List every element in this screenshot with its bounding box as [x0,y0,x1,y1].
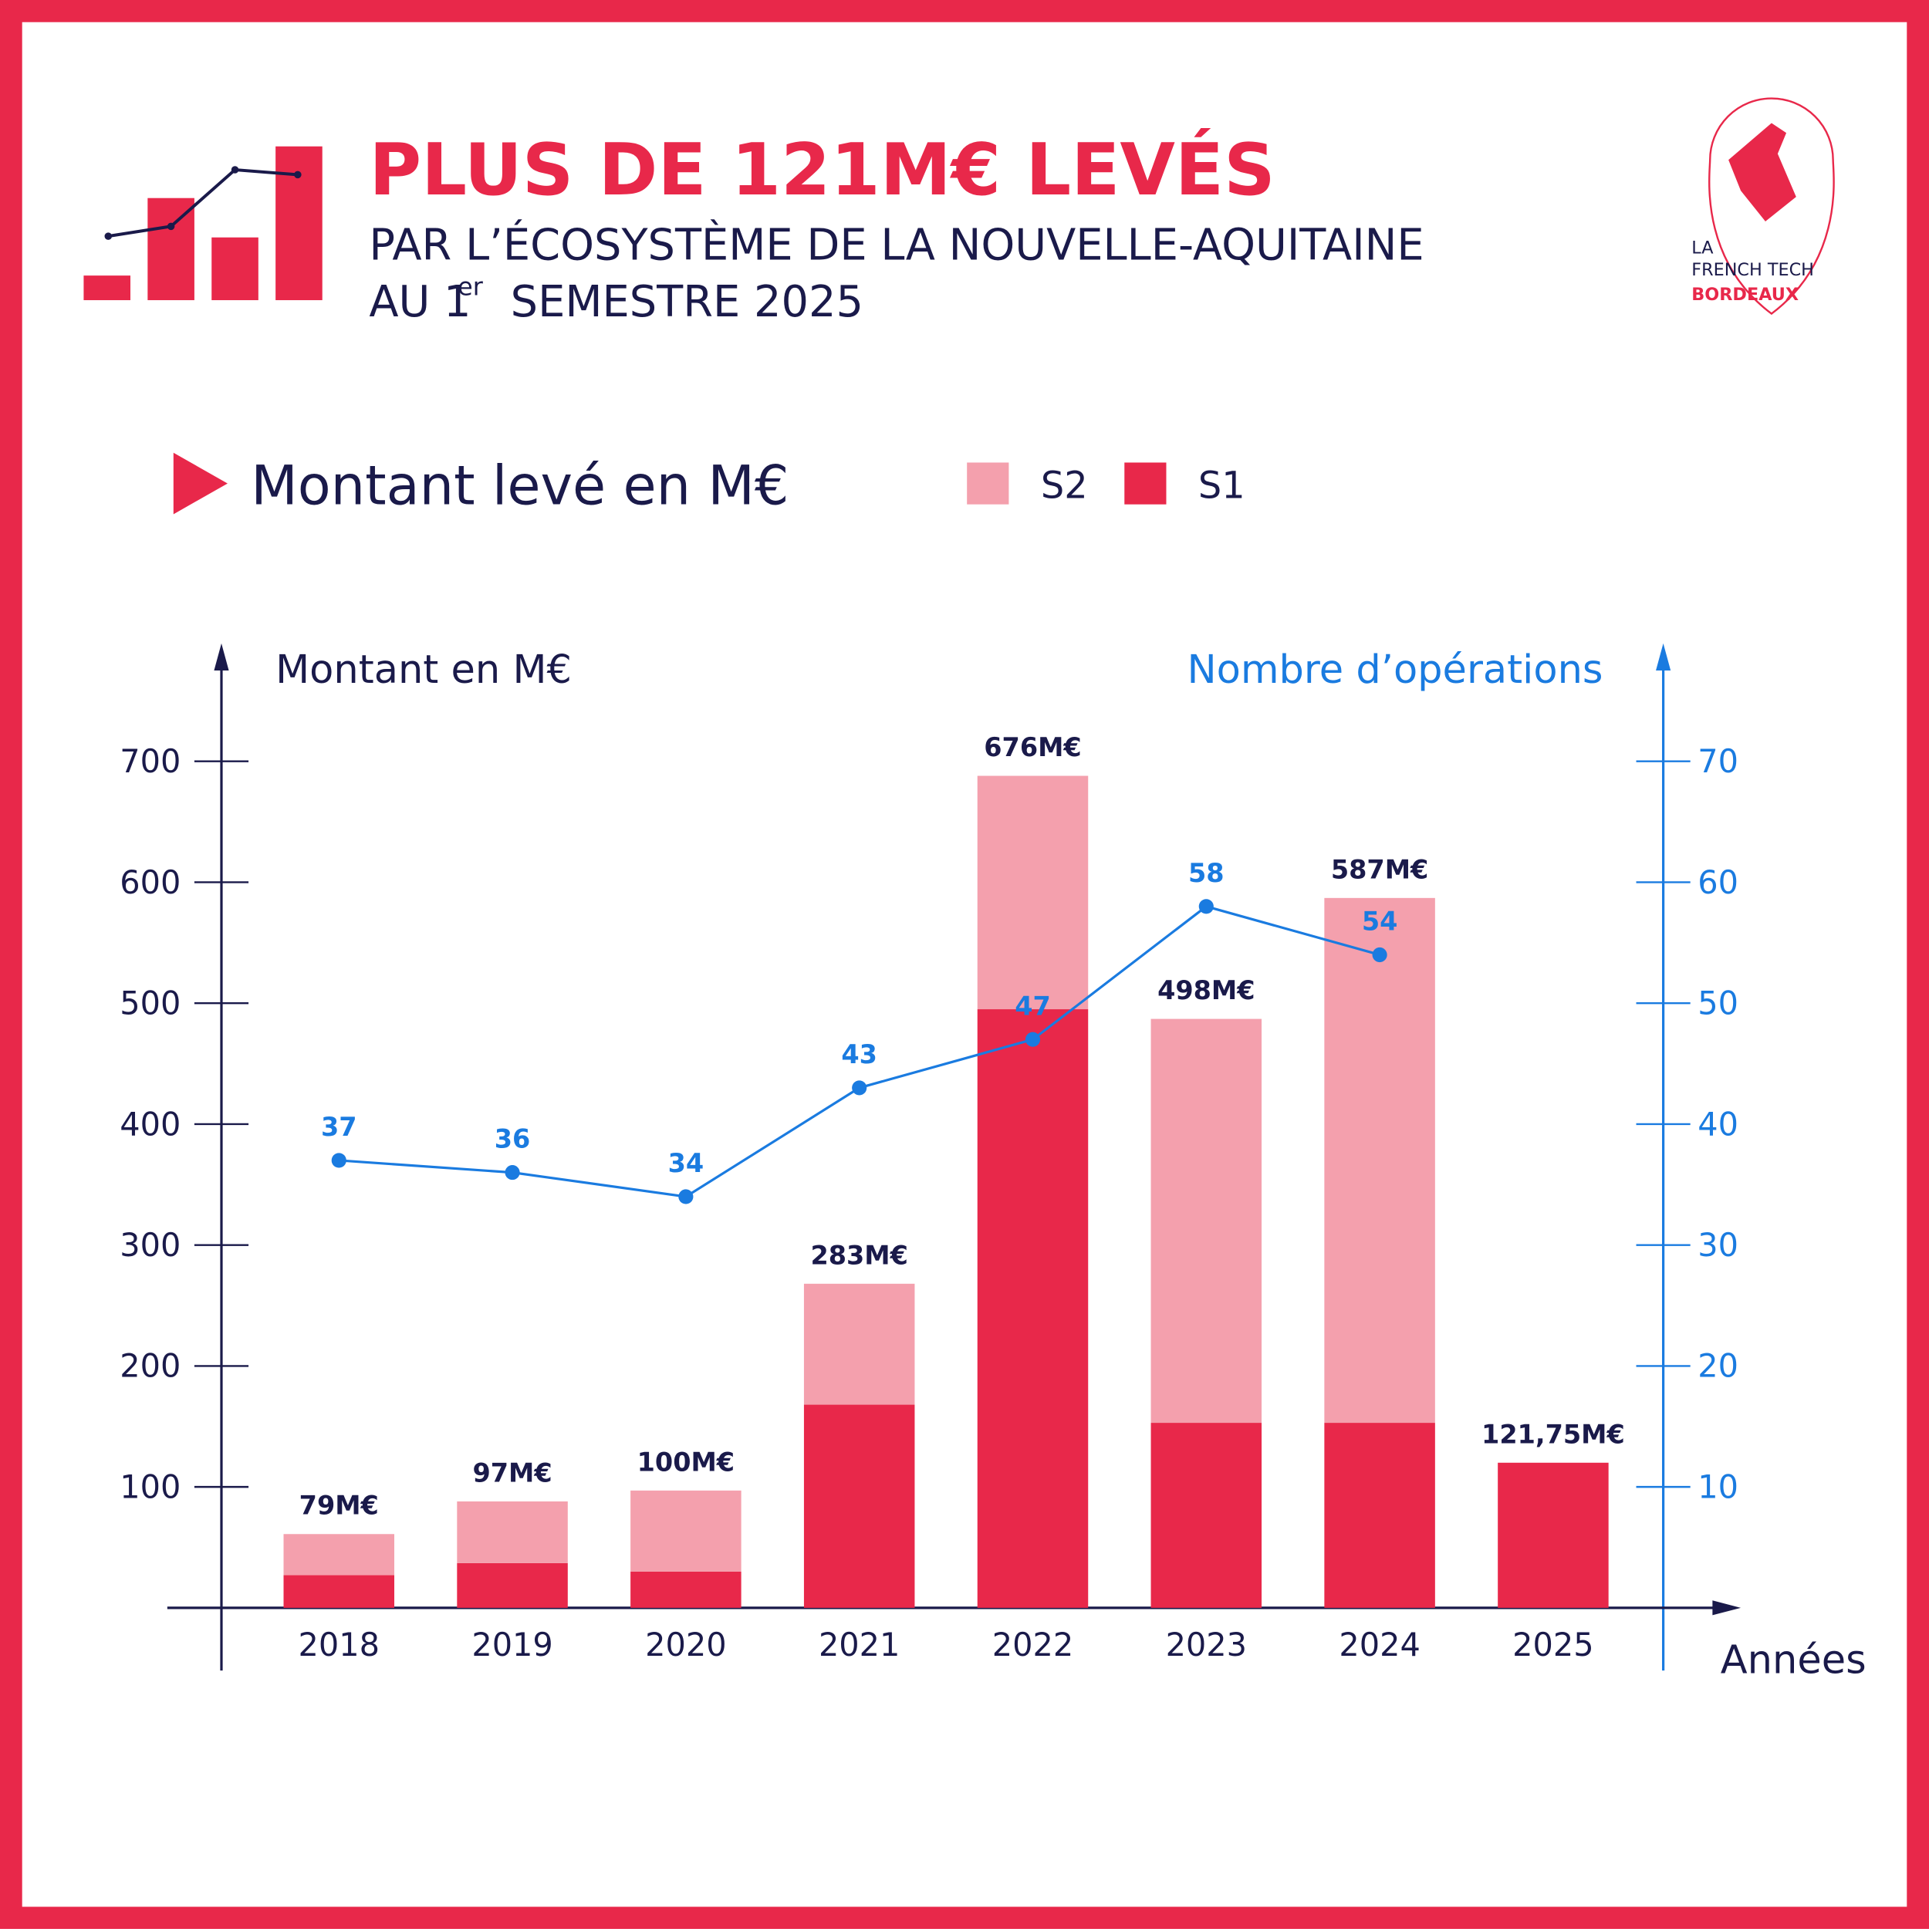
bar [977,775,1089,1010]
bar [1324,897,1435,1424]
legend-label: S2 [1041,465,1088,508]
y-tick-label: 600 [120,864,181,901]
subtitle: AU 1 [369,277,471,327]
y2-tick-label: 70 [1698,743,1738,780]
x-axis-label: Années [1721,1637,1867,1683]
point [1025,1032,1041,1047]
total-label: 121,75M€ [1481,1419,1625,1449]
point [505,1165,520,1180]
y2-tick-label: 50 [1698,985,1738,1022]
legend: S2 S1 [967,462,1245,508]
bar [283,1534,395,1576]
point-label: 54 [1362,907,1398,937]
y2-axis-label: Nombre d’opérations [1187,647,1603,693]
logo: LA FRENCH TECH BORDEAUX [1691,97,1835,316]
legend-swatch [1124,462,1167,505]
bar [630,1490,742,1572]
y-tick-label: 200 [120,1348,181,1385]
point [1198,899,1214,914]
total-label: 79M€ [299,1491,379,1521]
point [852,1080,867,1096]
x-tick-label: 2019 [471,1626,552,1663]
logo-text: FRENCH TECH [1691,260,1814,280]
section-title: Montant levé en M€ [251,454,789,518]
y-tick-label: 700 [120,743,181,780]
total-label: 100M€ [637,1447,735,1477]
x-tick-label: 2020 [645,1626,726,1663]
total-label: 587M€ [1331,854,1428,884]
point-label: 43 [841,1039,877,1069]
x-tick-label: 2025 [1512,1626,1593,1663]
y-tick-label: 400 [120,1106,181,1143]
point [1372,947,1387,963]
point-label: 47 [1015,991,1051,1021]
y2-tick-label: 60 [1698,864,1738,901]
bar [1150,1018,1262,1424]
x-tick-label: 2022 [992,1626,1073,1663]
x-tick-label: 2024 [1339,1626,1420,1663]
bar [803,1283,915,1405]
total-label: 283M€ [810,1240,907,1270]
x-tick-label: 2023 [1166,1626,1247,1663]
point-label: 58 [1188,858,1225,888]
point [331,1153,346,1168]
bar [1498,1462,1609,1608]
legend-swatch [967,462,1009,505]
subtitle: SEMESTRE 2025 [511,277,863,327]
y2-tick-label: 10 [1698,1468,1738,1505]
bar [283,1575,395,1608]
point-label: 37 [321,1112,357,1142]
bar [457,1501,568,1563]
header-icon [83,146,323,301]
section-marker [173,452,228,515]
bar [630,1571,742,1608]
bar [803,1404,915,1608]
bar [1150,1423,1262,1608]
logo-text: BORDEAUX [1691,285,1799,305]
x-tick-label: 2018 [299,1626,380,1663]
point-label: 34 [668,1148,704,1178]
axes [167,643,1742,1671]
subtitle: PAR L’ÉCOSYSTÈME DE LA NOUVELLE-AQUITAIN… [369,220,1424,270]
bar [977,1009,1089,1608]
y-tick-label: 100 [120,1468,181,1505]
total-label: 97M€ [472,1457,552,1488]
y2-tick-label: 20 [1698,1348,1738,1385]
y-tick-label: 500 [120,985,181,1022]
y2-tick-label: 40 [1698,1106,1738,1143]
bar [457,1562,568,1608]
total-label: 498M€ [1157,975,1255,1005]
legend-label: S1 [1198,465,1245,508]
subtitle-sup: er [458,272,484,302]
y-axis-label: Montant en M€ [275,647,572,693]
title: PLUS DE 121M€ LEVÉS [369,128,1275,211]
point [678,1189,694,1204]
total-label: 676M€ [984,732,1081,762]
y-tick-label: 300 [120,1227,181,1264]
y2-tick-label: 30 [1698,1227,1738,1264]
x-tick-label: 2021 [819,1626,900,1663]
logo-text: LA [1691,238,1714,258]
bar [1324,1423,1435,1608]
point-label: 36 [495,1124,531,1154]
